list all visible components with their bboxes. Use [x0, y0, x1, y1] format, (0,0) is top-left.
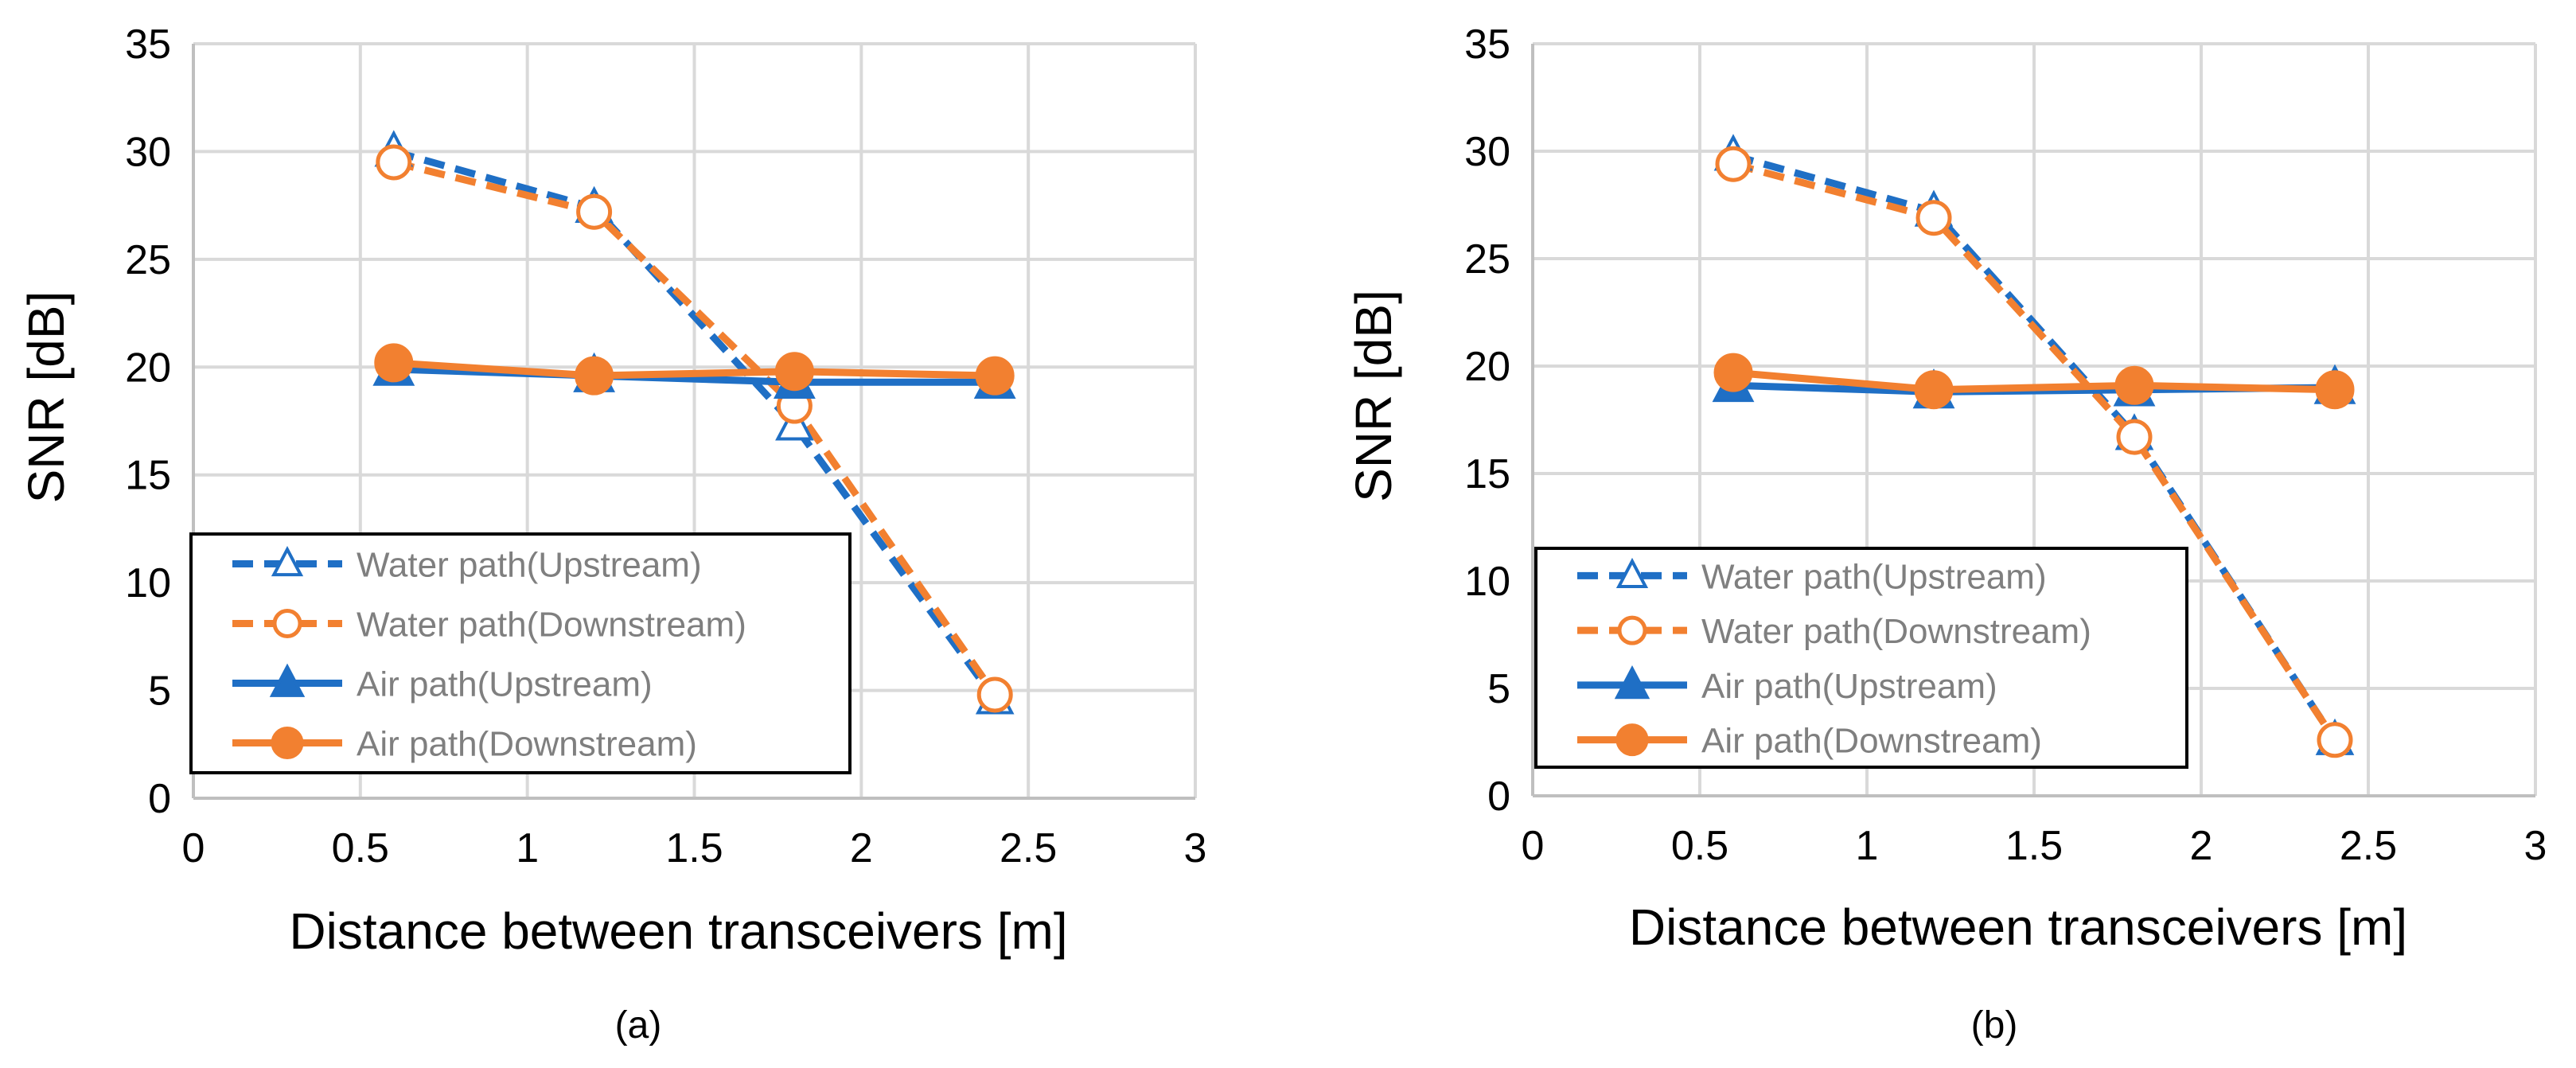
legend-triangle-marker [1615, 557, 1649, 589]
y-tick-label: 35 [1464, 21, 1510, 68]
y-tick-label: 15 [1464, 451, 1510, 497]
y-tick-label: 5 [1487, 666, 1510, 712]
series-line-1 [392, 148, 998, 702]
x-tick-label: 0 [182, 825, 205, 871]
data-point-2 [1915, 200, 1952, 236]
x-tick-label: 3 [1184, 825, 1207, 871]
data-point-2 [376, 144, 412, 181]
y-tick-label: 15 [125, 453, 171, 499]
data-point-4 [374, 343, 414, 383]
chart-panel-b: 0 5 10 15 20 25 30 35 0 0.5 1 1.5 2 2.5 3 Distance betw… [1345, 21, 2547, 1047]
legend-entry-label: Water path(Upstream) [1701, 557, 2047, 596]
y-tick-label: 35 [125, 21, 171, 68]
legend-triangle-marker [271, 545, 304, 577]
x-tick-label: 3 [2524, 823, 2547, 869]
data-point-2 [2116, 419, 2153, 455]
legend-triangle-marker [269, 663, 306, 697]
y-tick-label: 20 [1464, 344, 1510, 390]
series-group [1712, 134, 2356, 758]
x-tick-label: 2 [850, 825, 873, 871]
x-tick-label: 1 [516, 825, 539, 871]
legend-circle-marker [1617, 615, 1647, 645]
y-tick-label: 0 [1487, 774, 1510, 820]
series-group [372, 130, 1016, 715]
series-line-4 [393, 359, 996, 380]
legend: Water path(Upstream) Water path(Downstrea… [1534, 547, 2188, 769]
x-tick-label: 0 [1522, 823, 1545, 869]
y-axis-title: SNR [dB] [18, 291, 75, 504]
data-point-2 [576, 193, 613, 230]
series-line-4 [1732, 368, 2336, 394]
data-point-2 [2317, 722, 2353, 758]
y-tick-label: 30 [125, 129, 171, 175]
chart-panel-a: 0 5 10 15 20 25 30 35 0 0.5 1 1.5 2 2.5 3 Distance betw… [18, 21, 1206, 1047]
y-tick-label: 20 [125, 345, 171, 391]
x-axis-title: Distance between transceivers [m] [289, 902, 1067, 960]
data-point-4 [1713, 353, 1753, 392]
y-axis-title: SNR [dB] [1345, 290, 1402, 502]
x-tick-label: 1.5 [665, 825, 723, 871]
data-point-2 [1715, 146, 1752, 182]
x-tick-label: 1 [1856, 823, 1879, 869]
y-tick-label: 25 [125, 237, 171, 283]
x-axis-title: Distance between transceivers [m] [1629, 898, 2407, 956]
y-tick-label: 25 [1464, 236, 1510, 283]
y-tick-label: 10 [1464, 559, 1510, 605]
legend-entry-label: Water path(Downstream) [357, 606, 746, 645]
legend-entry-label: Water path(Upstream) [357, 546, 702, 585]
y-tick-label: 5 [148, 668, 171, 715]
tick-labels: 0 5 10 15 20 25 30 35 0 0.5 1 1.5 2 2.5 3 [125, 21, 1206, 871]
legend-entry-label: Air path(Upstream) [357, 665, 653, 704]
y-tick-label: 30 [1464, 129, 1510, 175]
x-tick-label: 1.5 [2005, 823, 2063, 869]
y-tick-label: 0 [148, 776, 171, 822]
x-tick-label: 0.5 [1671, 823, 1728, 869]
x-tick-label: 2.5 [1000, 825, 1057, 871]
series-line-2 [392, 158, 998, 697]
tick-labels: 0 5 10 15 20 25 30 35 0 0.5 1 1.5 2 2.5 3 [1464, 21, 2547, 869]
legend-circle-marker [1615, 723, 1649, 757]
data-point-4 [774, 352, 814, 392]
x-tick-label: 2.5 [2340, 823, 2397, 869]
legend-entry-label: Water path(Downstream) [1701, 612, 2091, 651]
x-tick-label: 2 [2190, 823, 2213, 869]
legend-entry-label: Air path(Downstream) [357, 725, 697, 764]
legend-entry-label: Air path(Downstream) [1701, 722, 2042, 761]
y-tick-label: 10 [125, 560, 171, 606]
data-point-2 [976, 676, 1013, 713]
legend-entry-label: Air path(Upstream) [1701, 667, 1997, 706]
data-point-4 [2114, 365, 2154, 405]
legend: Water path(Upstream) Water path(Downstrea… [189, 532, 852, 774]
panel-label: (b) [1971, 1004, 2018, 1047]
data-point-4 [575, 356, 614, 396]
x-tick-label: 0.5 [332, 825, 389, 871]
legend-triangle-marker [1614, 665, 1650, 700]
legend-circle-marker [272, 609, 302, 638]
panel-label: (a) [615, 1004, 662, 1047]
data-point-4 [975, 356, 1015, 396]
legend-circle-marker [271, 727, 304, 759]
data-point-4 [1914, 370, 1954, 410]
data-point-4 [2315, 370, 2355, 410]
series-line-2 [1732, 160, 2338, 743]
